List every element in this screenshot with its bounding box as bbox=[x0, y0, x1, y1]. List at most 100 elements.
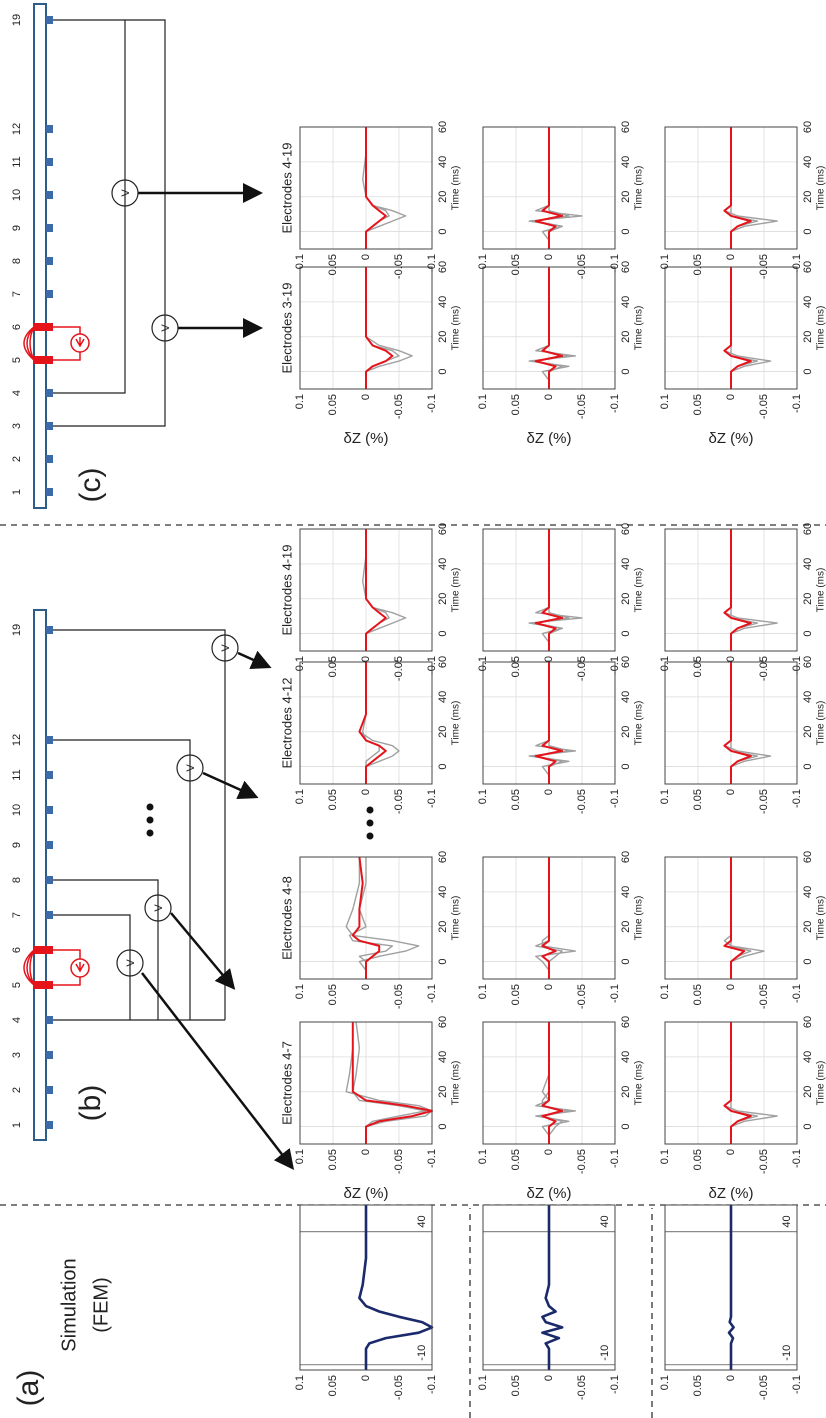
x-tick-label: 0 bbox=[437, 631, 449, 637]
y-tick-label: -0.05 bbox=[758, 656, 770, 681]
y-tick-label: 0.05 bbox=[692, 984, 704, 1005]
y-tick-label: -0.1 bbox=[426, 394, 438, 413]
electrode bbox=[46, 806, 53, 814]
plot-area bbox=[300, 1205, 432, 1370]
x-tick-label: 40 bbox=[437, 691, 449, 703]
y-tick-label: 0.05 bbox=[327, 394, 339, 415]
y-tick-label: 0.1 bbox=[659, 984, 671, 999]
y-tick-label: 0.05 bbox=[510, 656, 522, 677]
x-tick-label: 60 bbox=[620, 851, 632, 863]
x-tick-label: 40 bbox=[802, 296, 814, 308]
electrode-number: 5 bbox=[11, 357, 23, 363]
y-tick-label: 0.1 bbox=[294, 1375, 306, 1390]
x-tick-label: 20 bbox=[437, 331, 449, 343]
x-tick-label: 20 bbox=[437, 1086, 449, 1098]
electrode-number: 6 bbox=[11, 947, 23, 953]
y-tick-label: -0.05 bbox=[576, 394, 588, 419]
y-tick-label: 0.1 bbox=[477, 254, 489, 269]
y-tick-label: -0.05 bbox=[576, 1149, 588, 1174]
y-tick-label: -0.05 bbox=[758, 984, 770, 1009]
y-tick-label: -0.05 bbox=[758, 394, 770, 419]
x-axis-label: Time (ms) bbox=[451, 166, 462, 211]
plot-frame bbox=[664, 1021, 798, 1145]
y-tick-label: 0.1 bbox=[477, 1375, 489, 1390]
y-tick-label: -0.05 bbox=[576, 789, 588, 814]
x-tick-label: 40 bbox=[437, 296, 449, 308]
voltmeter-label: V bbox=[185, 764, 197, 772]
y-axis-label: δZ (%) bbox=[343, 430, 388, 447]
electrode bbox=[46, 191, 53, 199]
electrode-number: 3 bbox=[11, 1052, 23, 1058]
x-axis-label: Time (ms) bbox=[451, 568, 462, 613]
voltmeter-label: V bbox=[120, 189, 132, 197]
electrode-number: 1 bbox=[11, 1122, 23, 1128]
x-tick-label: 60 bbox=[620, 656, 632, 668]
x-tick-label: 60 bbox=[620, 121, 632, 133]
x-axis-label: Time (ms) bbox=[816, 166, 826, 211]
y-tick-label: 0.1 bbox=[659, 789, 671, 804]
x-axis-label: Time (ms) bbox=[634, 896, 645, 941]
y-tick-label: 0 bbox=[725, 656, 737, 662]
plot-frame bbox=[299, 856, 433, 980]
plot-frame bbox=[299, 528, 433, 652]
electrode-number: 11 bbox=[11, 156, 23, 167]
electrode-number: 1 bbox=[11, 489, 23, 495]
y-tick-label: -0.1 bbox=[609, 254, 621, 273]
y-tick-label: 0.1 bbox=[477, 984, 489, 999]
y-tick-label: 0.1 bbox=[294, 394, 306, 409]
y-axis-label: δZ (%) bbox=[343, 1185, 388, 1202]
plot-frame bbox=[664, 126, 798, 250]
electrode-number: 10 bbox=[11, 189, 23, 201]
x-tick-label: 40 bbox=[781, 1215, 793, 1227]
x-tick-label: 40 bbox=[802, 558, 814, 570]
y-tick-label: 0.1 bbox=[477, 1149, 489, 1164]
x-tick-label: 60 bbox=[802, 523, 814, 535]
data-line bbox=[351, 856, 381, 979]
x-axis-label: Time (ms) bbox=[816, 306, 826, 351]
y-tick-label: 0.1 bbox=[294, 1149, 306, 1164]
y-tick-label: 0.1 bbox=[294, 789, 306, 804]
plot-frame bbox=[299, 661, 433, 785]
current-electrode bbox=[34, 356, 53, 364]
y-tick-label: -0.05 bbox=[393, 254, 405, 279]
x-tick-label: 0 bbox=[437, 959, 449, 965]
x-axis-label: Time (ms) bbox=[816, 896, 826, 941]
y-tick-label: 0 bbox=[725, 394, 737, 400]
x-tick-label: 0 bbox=[802, 229, 814, 235]
y-tick-label: -0.05 bbox=[393, 394, 405, 419]
x-tick-label: 0 bbox=[620, 229, 632, 235]
electrode-number: 3 bbox=[11, 423, 23, 429]
x-tick-label: 40 bbox=[437, 886, 449, 898]
plot-frame bbox=[299, 266, 433, 390]
y-tick-label: 0.05 bbox=[692, 789, 704, 810]
y-tick-label: 0.05 bbox=[327, 656, 339, 677]
x-tick-label: 40 bbox=[620, 691, 632, 703]
y-tick-label: 0.05 bbox=[692, 1375, 704, 1396]
plot-frame bbox=[299, 126, 433, 250]
y-tick-label: 0.1 bbox=[659, 1149, 671, 1164]
circuit-b: V V V V bbox=[23, 629, 374, 1170]
x-tick-label: -10 bbox=[781, 1345, 793, 1361]
x-tick-label: 20 bbox=[620, 726, 632, 738]
voltmeter-label: V bbox=[220, 644, 232, 652]
electrode bbox=[46, 1086, 53, 1094]
x-tick-label: 40 bbox=[620, 558, 632, 570]
plot-frame bbox=[482, 266, 616, 390]
y-tick-label: -0.1 bbox=[609, 789, 621, 808]
circuit-c: V V bbox=[23, 19, 263, 427]
plot-frame bbox=[299, 1021, 433, 1145]
x-tick-label: -10 bbox=[416, 1345, 428, 1361]
y-tick-label: 0 bbox=[360, 1149, 372, 1155]
electrode bbox=[46, 1016, 53, 1024]
data-line bbox=[534, 662, 564, 784]
electrode-number: 5 bbox=[11, 982, 23, 988]
y-tick-label: -0.1 bbox=[426, 656, 438, 675]
data-line bbox=[723, 662, 752, 784]
x-tick-label: 60 bbox=[437, 121, 449, 133]
x-tick-label: 0 bbox=[802, 764, 814, 770]
x-axis-label: Time (ms) bbox=[634, 166, 645, 211]
y-tick-label: -0.05 bbox=[393, 789, 405, 814]
electrode bbox=[46, 257, 53, 265]
y-tick-label: 0 bbox=[543, 789, 555, 795]
